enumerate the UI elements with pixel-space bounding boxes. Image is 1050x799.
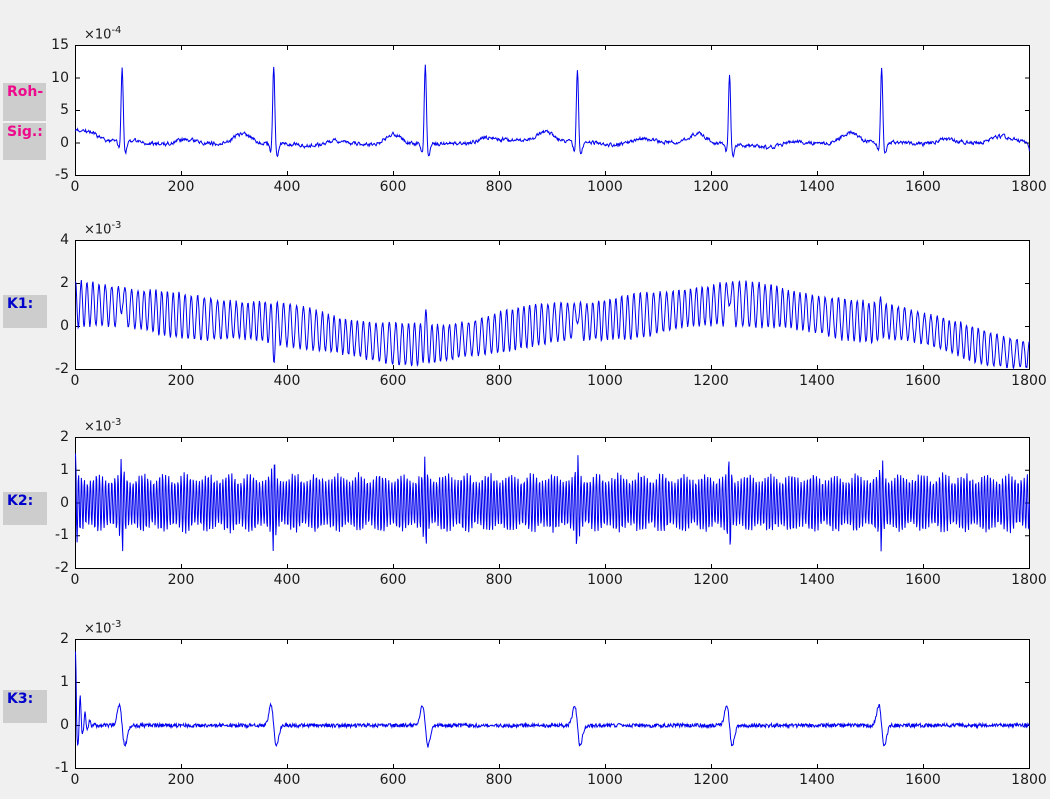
row-label-k1: K1:	[7, 296, 34, 312]
x-tick-label: 1200	[693, 572, 729, 588]
signal-trace-k3	[75, 651, 1030, 748]
exponent-power: -4	[111, 25, 122, 36]
row-label-box-roh: Roh-	[3, 83, 46, 121]
y-tick-label: 2	[60, 631, 69, 647]
signal-trace-roh-sig	[75, 64, 1030, 159]
y-tick-label: 0	[60, 134, 69, 151]
x-tick-label: 1000	[587, 179, 623, 195]
y-tick-label: 1	[60, 674, 69, 690]
x-tick-label: 1400	[799, 373, 835, 389]
x-tick-label: 1000	[587, 373, 623, 389]
x-tick-label: 800	[485, 373, 513, 389]
plot-k3	[75, 639, 1030, 769]
x-tick-label: 1000	[587, 572, 623, 588]
x-tick-label: 1400	[799, 572, 835, 588]
x-tick-label: 1200	[693, 772, 729, 788]
x-tick-label: 400	[273, 572, 301, 588]
x-tick-label: 0	[70, 572, 80, 588]
y-tick-label: -1	[55, 527, 69, 544]
y-tick-label: 2	[60, 275, 69, 291]
y-tick-label: 10	[51, 69, 69, 86]
exponent-power: -3	[111, 417, 122, 428]
exponent-base: ×10	[84, 419, 112, 435]
x-tick-label: 800	[485, 179, 513, 195]
row-label-box-k1: K1:	[3, 295, 47, 328]
y-tick-label: 0	[60, 717, 69, 733]
x-tick-label: 1000	[587, 772, 623, 788]
exponent-power: -3	[111, 619, 122, 630]
x-tick-label: 1800	[1011, 179, 1047, 195]
signal-trace-k1	[75, 279, 1030, 370]
axes-box	[75, 45, 1030, 176]
plot-k2	[75, 437, 1030, 569]
x-tick-label: 200	[167, 179, 195, 195]
axis-exponent-label: ×10-3	[84, 415, 121, 434]
x-tick-label: 600	[379, 373, 407, 389]
y-tick-label: 15	[51, 37, 69, 53]
y-tick-label: -1	[55, 760, 69, 776]
x-tick-label: 800	[485, 572, 513, 588]
y-tick-label: 4	[60, 232, 69, 248]
x-tick-label: 200	[167, 572, 195, 588]
y-tick-label: -5	[55, 167, 69, 183]
exponent-base: ×10	[84, 27, 112, 43]
signal-trace-k2	[75, 453, 1030, 552]
x-tick-label: 1200	[693, 179, 729, 195]
x-tick-label: 1800	[1011, 772, 1047, 788]
x-tick-label: 200	[167, 373, 195, 389]
row-label-sig: Sig.:	[7, 124, 43, 140]
row-label-box-sig: Sig.:	[3, 123, 46, 160]
x-tick-label: 400	[273, 373, 301, 389]
y-tick-label: 0	[60, 318, 69, 334]
x-tick-label: 600	[379, 772, 407, 788]
x-tick-label: 200	[167, 772, 195, 788]
x-tick-label: 1600	[905, 179, 941, 195]
exponent-base: ×10	[84, 621, 112, 637]
y-tick-label: -2	[55, 361, 69, 377]
x-tick-label: 0	[70, 772, 80, 788]
x-tick-label: 1600	[905, 373, 941, 389]
axes-box	[75, 240, 1030, 370]
x-tick-label: 1400	[799, 179, 835, 195]
x-tick-label: 400	[273, 179, 301, 195]
axis-exponent-label: ×10-3	[84, 218, 121, 237]
x-tick-label: 600	[379, 572, 407, 588]
x-tick-label: 1200	[693, 373, 729, 389]
x-tick-label: 0	[70, 179, 80, 195]
x-tick-label: 1400	[799, 772, 835, 788]
x-tick-label: 1600	[905, 772, 941, 788]
row-label-box-k3: K3:	[3, 690, 47, 723]
row-label-k3: K3:	[7, 691, 34, 707]
x-tick-label: 1600	[905, 572, 941, 588]
axes-box	[75, 639, 1030, 769]
row-label-box-k2: K2:	[3, 492, 47, 525]
row-label-roh: Roh-	[7, 84, 44, 100]
plot-roh-sig	[75, 45, 1030, 176]
y-tick-label: 2	[60, 429, 69, 445]
row-label-k2: K2:	[7, 493, 34, 509]
x-tick-label: 800	[485, 772, 513, 788]
y-tick-label: 1	[60, 461, 69, 478]
axis-exponent-label: ×10-3	[84, 617, 121, 636]
axis-exponent-label: ×10-4	[84, 23, 121, 42]
x-tick-label: 600	[379, 179, 407, 195]
y-tick-label: 5	[60, 102, 69, 118]
plot-k1	[75, 240, 1030, 370]
x-tick-label: 1800	[1011, 572, 1047, 588]
x-tick-label: 400	[273, 772, 301, 788]
y-tick-label: 0	[60, 494, 69, 511]
x-tick-label: 1800	[1011, 373, 1047, 389]
x-tick-label: 0	[70, 373, 80, 389]
exponent-base: ×10	[84, 222, 112, 238]
exponent-power: -3	[111, 220, 122, 231]
y-tick-label: -2	[55, 560, 69, 576]
